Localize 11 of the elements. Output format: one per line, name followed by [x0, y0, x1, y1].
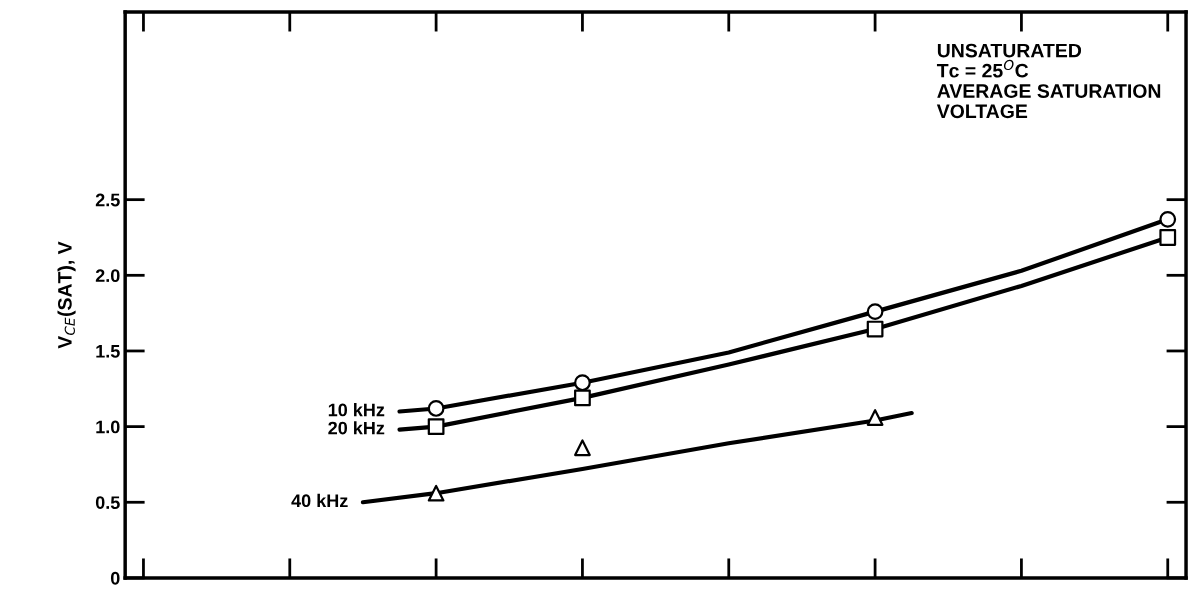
series-label: 10 kHz — [328, 403, 385, 417]
y-tick-label: 2.0 — [95, 269, 120, 283]
annotation: UNSATURATED Tc = 25$^{O}$C AVERAGE SATURATION VOLTAGE — [936, 43, 1161, 119]
y-tick-label: 0 — [110, 571, 120, 585]
series-label: 20 kHz — [328, 421, 385, 435]
series-label: 40 kHz — [291, 493, 348, 508]
y-tick-label: 0.5 — [95, 496, 120, 509]
y-tick-label: 1.0 — [96, 420, 120, 434]
y-axis-title: V$_{CE}$(SAT), V — [57, 241, 76, 349]
y-tick-label: 2.5 — [95, 193, 120, 207]
y-tick-label: 1.5 — [96, 345, 120, 358]
